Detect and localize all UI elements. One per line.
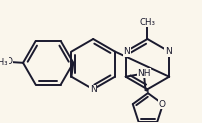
Text: N: N [123, 47, 129, 56]
Text: N: N [164, 47, 171, 56]
Text: NH: NH [137, 69, 150, 78]
Text: O: O [5, 57, 13, 66]
Text: O: O [158, 100, 165, 109]
Text: N: N [89, 85, 96, 94]
Text: CH₃: CH₃ [0, 58, 8, 67]
Text: CH₃: CH₃ [139, 18, 155, 27]
